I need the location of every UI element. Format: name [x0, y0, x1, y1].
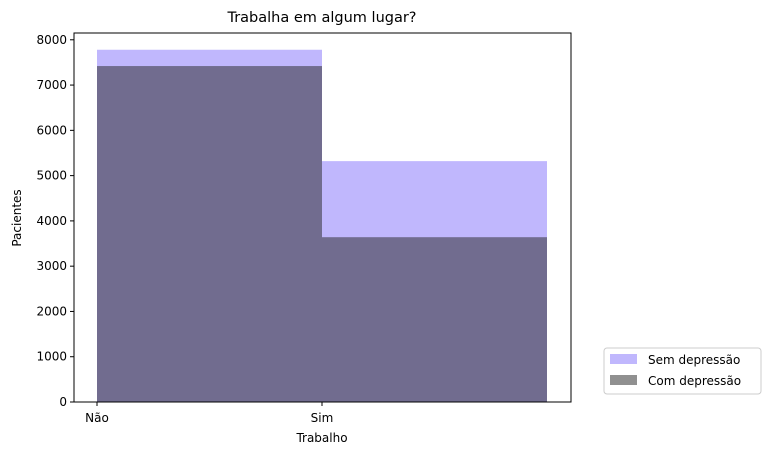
y-tick-label: 4000 [36, 214, 67, 228]
x-axis-label: Trabalho [295, 431, 347, 445]
legend-frame [603, 347, 762, 395]
y-axis: 0 1000 2000 3000 4000 5000 6000 7000 8000 [36, 33, 74, 409]
x-tick-label: Não [85, 411, 109, 425]
bar-com-0 [97, 66, 322, 402]
legend-swatch [610, 375, 637, 385]
x-axis: Não Sim [85, 402, 333, 425]
legend-swatch [610, 354, 637, 364]
y-tick-label: 5000 [36, 169, 67, 183]
legend-label: Com depressão [648, 374, 741, 388]
legend-label: Sem depressão [648, 353, 740, 367]
y-tick-label: 7000 [36, 78, 67, 92]
chart-title: Trabalha em algum lugar? [226, 10, 416, 26]
y-tick-label: 0 [59, 395, 67, 409]
legend: Sem depressão Com depressão [603, 347, 762, 395]
y-tick-label: 8000 [36, 33, 67, 47]
bars-layer [97, 49, 547, 403]
x-tick-label: Sim [311, 411, 334, 425]
y-tick-label: 6000 [36, 123, 67, 137]
bar-com-1 [322, 237, 547, 402]
y-tick-label: 1000 [36, 350, 67, 364]
y-tick-label: 3000 [36, 259, 67, 273]
y-axis-label: Pacientes [10, 189, 24, 246]
y-tick-label: 2000 [36, 304, 67, 318]
